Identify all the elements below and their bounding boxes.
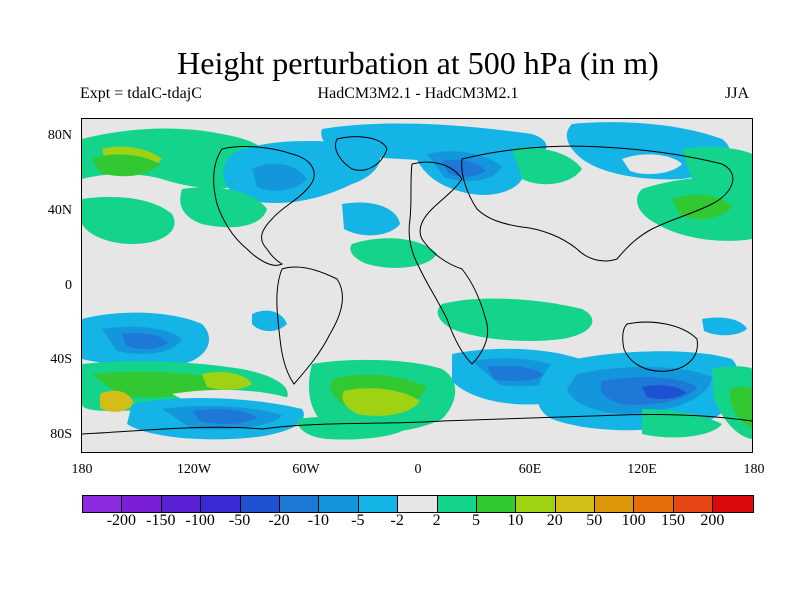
contour-canada-midblue [252,163,307,191]
australia-coast [622,321,698,372]
lon-label-0: 0 [414,462,422,477]
colorbar-swatch [319,496,359,512]
contour-ant-green [297,416,412,440]
lon-label-180w: 180 [71,462,93,477]
north-america-coast [213,146,315,266]
contour-atlantic-blue [342,202,400,236]
lon-label-60e: 60E [518,462,542,477]
colorbar-label: 10 [507,512,524,529]
colorbar-swatch [516,496,556,512]
map-panel [81,118,753,453]
lon-label-120e: 120E [627,462,657,477]
colorbar-label: 50 [586,512,603,529]
contour-sp-dark-south [192,409,257,425]
contour-atlantic-green [180,187,267,228]
contour-asia-green [512,147,582,185]
lat-label-80n: 80N [47,128,72,143]
coastlines [82,136,752,435]
colorbar-label: 200 [700,512,725,529]
colorbar-label: 20 [546,512,563,529]
contour-sp-yellow-west [202,372,252,390]
colorbar-label: -200 [106,512,137,529]
colorbar-label: -100 [185,512,215,529]
contour-eq-blue [252,310,287,332]
colorbar-swatch [476,496,517,512]
contour-eq-green [437,298,593,341]
colorbar-label: 2 [432,512,441,529]
lat-label-0: 0 [65,278,72,293]
colorbar-label: -50 [228,512,251,529]
model-label: HadCM3M2.1 - HadCM3M2.1 [317,85,519,102]
field-contours [82,122,752,440]
lat-label-40s: 40S [50,352,72,367]
lon-label-60w: 60W [292,462,320,477]
colorbar-swatch [240,496,280,512]
colorbar-label: -2 [390,512,404,529]
contour-siberia-gray [622,154,682,175]
colorbar-swatch [713,496,753,512]
colorbar [82,495,754,513]
contour-africa-green [350,238,437,268]
asia-coast [461,145,734,262]
colorbar-swatch [161,496,202,512]
contour-arctic-darkgreen [92,154,160,177]
chart-title: Height perturbation at 500 hPa (in m) [177,45,659,81]
contour-sp-dark-west [122,333,168,350]
season-label: JJA [725,85,750,102]
colorbar-label: -5 [351,512,365,529]
contour-eq-pacific-blue [702,317,747,336]
experiment-label: Expt = tdalC-tdajC [80,85,202,102]
colorbar-label: -10 [307,512,330,529]
colorbar-swatch [83,496,123,512]
lon-label-180e: 180 [743,462,765,477]
lat-label-40n: 40N [47,203,72,218]
colorbar-label: -150 [146,512,176,529]
colorbar-swatch [634,496,674,512]
colorbar-swatch [398,496,438,512]
lat-label-80s: 80S [50,427,72,442]
contour-westpac-green [82,196,175,244]
colorbar-label: -20 [268,512,290,529]
europe-africa-coast [408,161,489,365]
colorbar-swatch [595,496,635,512]
height-perturbation-field [82,122,752,440]
south-america-coast [276,266,343,385]
colorbar-swatch [279,496,320,512]
colorbar-label: 150 [661,512,685,529]
contour-sp-green-east2 [642,409,722,438]
contour-io-dark [487,365,544,382]
colorbar-swatch [673,496,714,512]
colorbar-swatch [555,496,596,512]
colorbar-swatch [358,496,399,512]
greenland-coast [335,136,388,171]
colorbar-label: 5 [472,512,480,529]
colorbar-swatch [437,496,477,512]
contour-aus-darker [642,385,686,400]
lon-label-120w: 120W [176,462,212,477]
antarctica-coast [82,413,752,435]
colorbar-swatch [201,496,241,512]
colorbar-label: 100 [621,512,646,529]
contour-sp-yellow-mid [342,388,420,416]
colorbar-swatch [122,496,162,512]
contour-sp-olive-west [100,390,134,412]
contour-sp-lime-east [730,386,752,429]
contour-scandinavia-dark [442,159,486,177]
